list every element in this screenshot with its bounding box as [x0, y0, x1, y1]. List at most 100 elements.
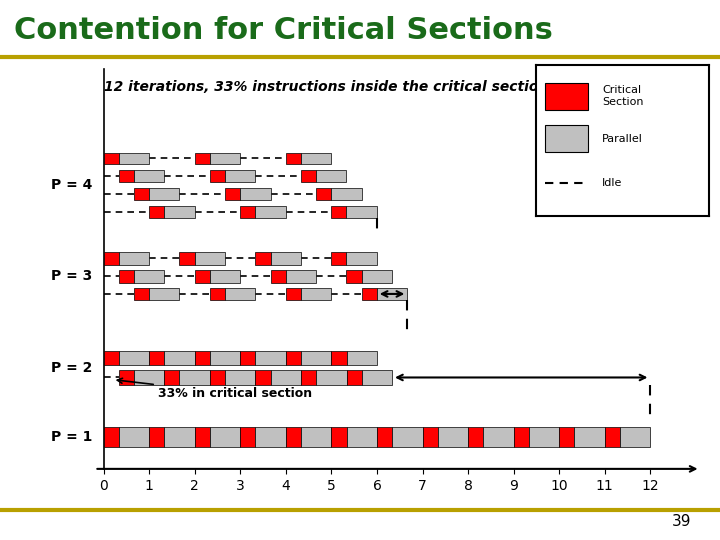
Bar — [104, 427, 119, 447]
Bar — [301, 370, 316, 384]
Bar — [225, 188, 240, 200]
Bar — [361, 287, 377, 300]
Bar — [119, 370, 134, 384]
Bar — [605, 427, 620, 447]
Text: Critical
Section: Critical Section — [602, 85, 644, 106]
Bar — [377, 287, 408, 300]
Bar — [240, 427, 256, 447]
Text: Contention for Critical Sections: Contention for Critical Sections — [14, 16, 553, 45]
Bar — [271, 370, 301, 384]
Bar — [240, 206, 256, 218]
Bar — [134, 370, 164, 384]
Bar — [134, 269, 164, 282]
Bar — [346, 370, 361, 384]
Bar — [104, 351, 119, 366]
Bar — [134, 188, 149, 200]
Bar — [513, 427, 528, 447]
Bar — [194, 351, 210, 366]
Bar — [301, 427, 331, 447]
Bar — [164, 427, 194, 447]
Bar — [256, 252, 271, 265]
Bar — [331, 206, 346, 218]
Bar — [286, 152, 301, 164]
Bar — [316, 171, 346, 182]
Bar — [119, 351, 149, 366]
Bar — [346, 351, 377, 366]
Bar — [210, 152, 240, 164]
Bar — [149, 351, 164, 366]
Bar — [256, 351, 286, 366]
Bar — [256, 427, 286, 447]
Bar — [164, 206, 194, 218]
Bar — [331, 427, 346, 447]
Bar — [271, 269, 286, 282]
Bar — [301, 287, 331, 300]
Bar — [301, 171, 316, 182]
Text: P = 1: P = 1 — [51, 430, 92, 444]
Bar — [361, 370, 392, 384]
Bar — [528, 427, 559, 447]
Bar — [134, 171, 164, 182]
Bar — [210, 370, 225, 384]
Bar — [240, 351, 256, 366]
Bar — [301, 351, 331, 366]
Text: P = 2: P = 2 — [51, 361, 92, 375]
Bar — [392, 427, 423, 447]
Bar — [119, 269, 134, 282]
Bar — [210, 269, 240, 282]
Bar — [225, 370, 256, 384]
Bar — [210, 287, 225, 300]
Bar — [256, 206, 286, 218]
Bar — [164, 351, 194, 366]
Bar — [438, 427, 468, 447]
Bar — [423, 427, 438, 447]
Bar — [149, 287, 179, 300]
Bar — [346, 269, 361, 282]
Bar — [559, 427, 575, 447]
Bar — [483, 427, 513, 447]
Bar — [468, 427, 483, 447]
Bar — [149, 427, 164, 447]
Text: Idle: Idle — [602, 178, 622, 188]
Bar — [119, 252, 149, 265]
Bar — [286, 269, 316, 282]
Bar — [346, 252, 377, 265]
Bar — [164, 370, 179, 384]
Bar — [119, 171, 134, 182]
Bar — [331, 252, 346, 265]
Bar — [575, 427, 605, 447]
Bar — [210, 171, 225, 182]
Bar — [316, 188, 331, 200]
Bar — [256, 370, 271, 384]
Text: 39: 39 — [672, 514, 691, 529]
Bar — [240, 188, 271, 200]
Bar — [346, 206, 377, 218]
Bar — [620, 427, 650, 447]
Bar — [104, 252, 119, 265]
Bar — [286, 427, 301, 447]
Bar — [149, 206, 164, 218]
Bar — [194, 152, 210, 164]
Bar — [194, 269, 210, 282]
Bar — [194, 427, 210, 447]
Text: P = 4: P = 4 — [51, 178, 92, 192]
Text: Parallel: Parallel — [602, 134, 643, 144]
Bar — [210, 351, 240, 366]
Bar — [331, 351, 346, 366]
Bar — [210, 427, 240, 447]
Bar — [301, 152, 331, 164]
Bar — [331, 188, 361, 200]
Bar — [194, 252, 225, 265]
Bar — [225, 171, 256, 182]
Text: P = 3: P = 3 — [51, 269, 92, 283]
Bar — [286, 287, 301, 300]
Text: 33% in critical section: 33% in critical section — [117, 378, 312, 401]
Bar — [271, 252, 301, 265]
Bar — [286, 351, 301, 366]
Bar — [346, 427, 377, 447]
Bar — [225, 287, 256, 300]
Text: 12 iterations, 33% instructions inside the critical section: 12 iterations, 33% instructions inside t… — [104, 80, 548, 94]
Bar — [179, 370, 210, 384]
Bar — [134, 287, 149, 300]
Bar — [361, 269, 392, 282]
